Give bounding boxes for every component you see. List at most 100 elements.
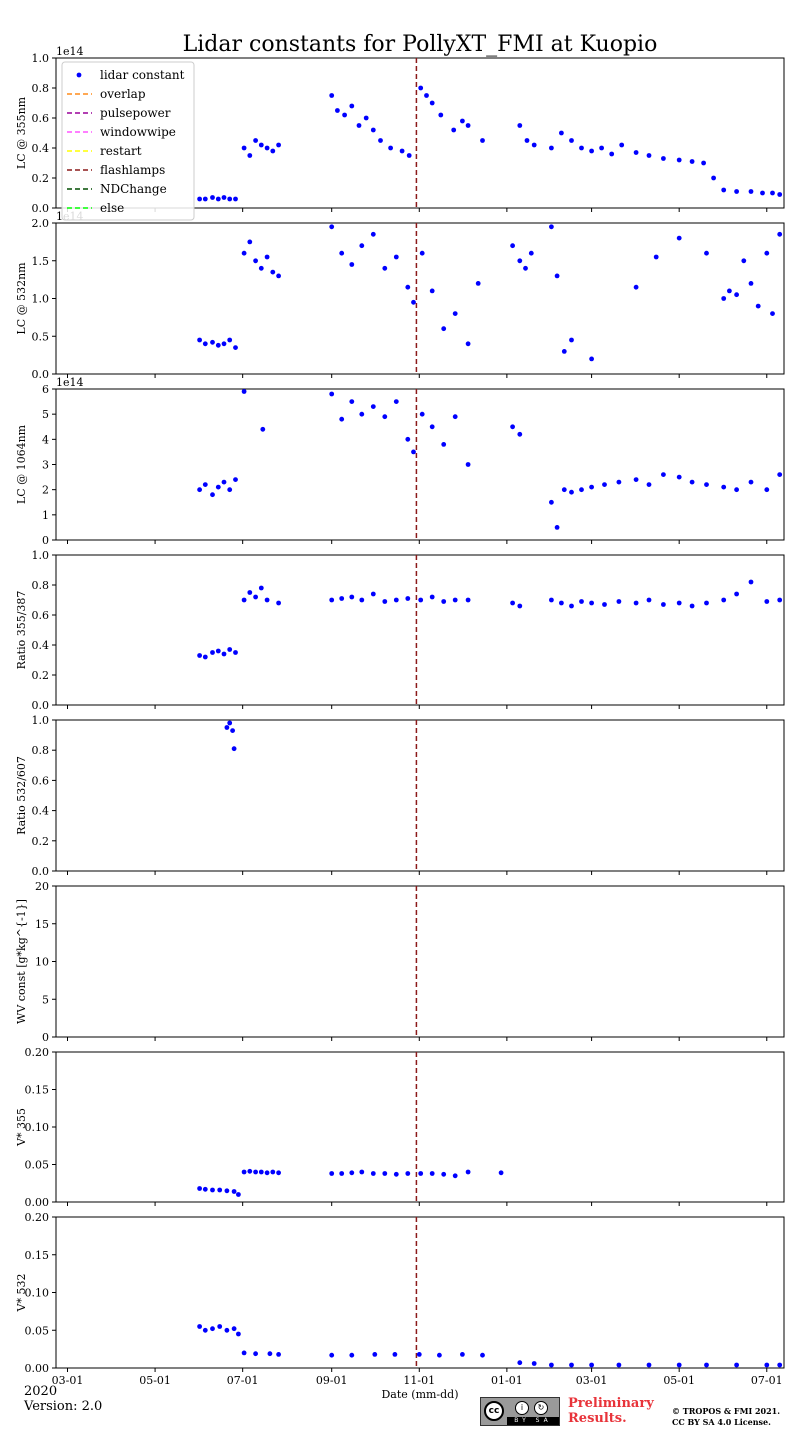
data-point — [197, 196, 203, 202]
data-point — [734, 487, 739, 493]
data-point — [382, 1171, 388, 1176]
data-point — [217, 1187, 223, 1193]
data-point — [224, 725, 230, 730]
data-point — [382, 414, 388, 420]
data-point — [704, 250, 709, 256]
legend-box — [61, 61, 195, 221]
data-point — [770, 311, 775, 316]
data-point — [676, 600, 682, 606]
x-tick-label: 05-01 — [663, 1374, 695, 1387]
data-point — [258, 585, 264, 591]
cc-license-badge[interactable]: cc i ↻ BY SA — [480, 1397, 560, 1426]
legend-label: windowwipe — [100, 125, 176, 139]
data-point — [329, 1171, 335, 1176]
legend-label: else — [100, 201, 124, 215]
data-point — [227, 647, 233, 652]
data-point — [264, 597, 270, 603]
data-point — [721, 597, 727, 603]
data-point — [372, 1352, 378, 1357]
panel-7: 0.00 0.05 0.10 0.15 0.20 V* 355 — [15, 1046, 785, 1209]
data-point — [589, 1362, 594, 1368]
data-point — [510, 600, 515, 606]
data-point — [633, 150, 639, 155]
data-point — [517, 603, 523, 609]
data-point — [561, 487, 567, 493]
data-point — [339, 250, 345, 256]
data-point — [405, 436, 411, 442]
data-point — [646, 1362, 652, 1368]
data-point — [689, 479, 695, 485]
data-point — [517, 1360, 523, 1366]
panel-5: 0.0 0.2 0.4 0.6 0.8 1.0 Ratio 532/607 — [15, 714, 785, 878]
data-point — [619, 142, 625, 148]
data-point — [231, 746, 237, 752]
y-axis-label: LC @ 532nm — [15, 262, 28, 335]
data-point — [378, 138, 383, 143]
data-point — [335, 108, 340, 113]
data-point — [777, 1362, 783, 1368]
data-point — [329, 93, 335, 98]
data-point — [276, 142, 281, 148]
data-point — [419, 411, 425, 417]
data-point — [370, 127, 376, 133]
data-point — [258, 142, 264, 148]
data-point — [748, 479, 754, 485]
data-point — [764, 599, 770, 604]
data-point — [197, 487, 203, 493]
data-point — [264, 145, 270, 151]
data-point — [418, 85, 424, 91]
data-point — [393, 254, 399, 260]
data-point — [253, 138, 258, 143]
data-point — [416, 1352, 422, 1357]
data-point — [210, 1187, 215, 1193]
data-point — [777, 192, 783, 197]
data-point — [197, 1186, 203, 1191]
data-point — [748, 281, 754, 286]
x-tick-label: 07-01 — [227, 1374, 259, 1387]
data-point — [276, 600, 281, 606]
data-point — [579, 145, 584, 151]
data-point — [602, 482, 607, 487]
data-point — [392, 1352, 398, 1357]
data-point — [224, 1188, 230, 1194]
data-point — [549, 597, 554, 603]
data-point — [676, 474, 682, 480]
data-point — [247, 590, 253, 595]
data-point — [224, 1327, 230, 1333]
y-tick-label: 0.8 — [32, 82, 50, 95]
data-point — [202, 482, 208, 487]
data-point — [517, 123, 523, 128]
data-point — [253, 258, 258, 264]
data-point — [260, 426, 266, 432]
data-point — [202, 654, 208, 660]
data-point — [653, 254, 659, 260]
data-point — [441, 599, 447, 604]
data-point — [748, 189, 754, 194]
data-point — [646, 482, 652, 487]
y-tick-label: 6 — [42, 383, 49, 396]
preliminary-results-label: Preliminary Results. — [568, 1396, 654, 1426]
y-tick-label: 0.10 — [25, 1287, 50, 1300]
data-point — [559, 600, 564, 606]
data-point — [236, 1192, 241, 1197]
data-point — [569, 337, 574, 343]
data-point — [236, 1331, 241, 1337]
y-tick-label: 1 — [42, 509, 49, 522]
data-point — [524, 138, 530, 143]
y-tick-label: 10 — [35, 956, 49, 969]
data-point — [418, 597, 424, 603]
data-point — [202, 1186, 208, 1192]
plot-frame — [55, 885, 785, 1038]
y-tick-label: 0.0 — [32, 699, 50, 712]
data-point — [437, 1352, 442, 1358]
data-point — [270, 1169, 276, 1175]
data-point — [382, 265, 388, 271]
plot-frame — [55, 554, 785, 706]
data-point — [227, 337, 233, 343]
data-point — [549, 224, 554, 230]
y-tick-label: 15 — [35, 918, 49, 931]
data-point — [441, 442, 447, 447]
data-point — [221, 341, 227, 347]
data-point — [559, 130, 564, 136]
data-point — [342, 112, 347, 118]
